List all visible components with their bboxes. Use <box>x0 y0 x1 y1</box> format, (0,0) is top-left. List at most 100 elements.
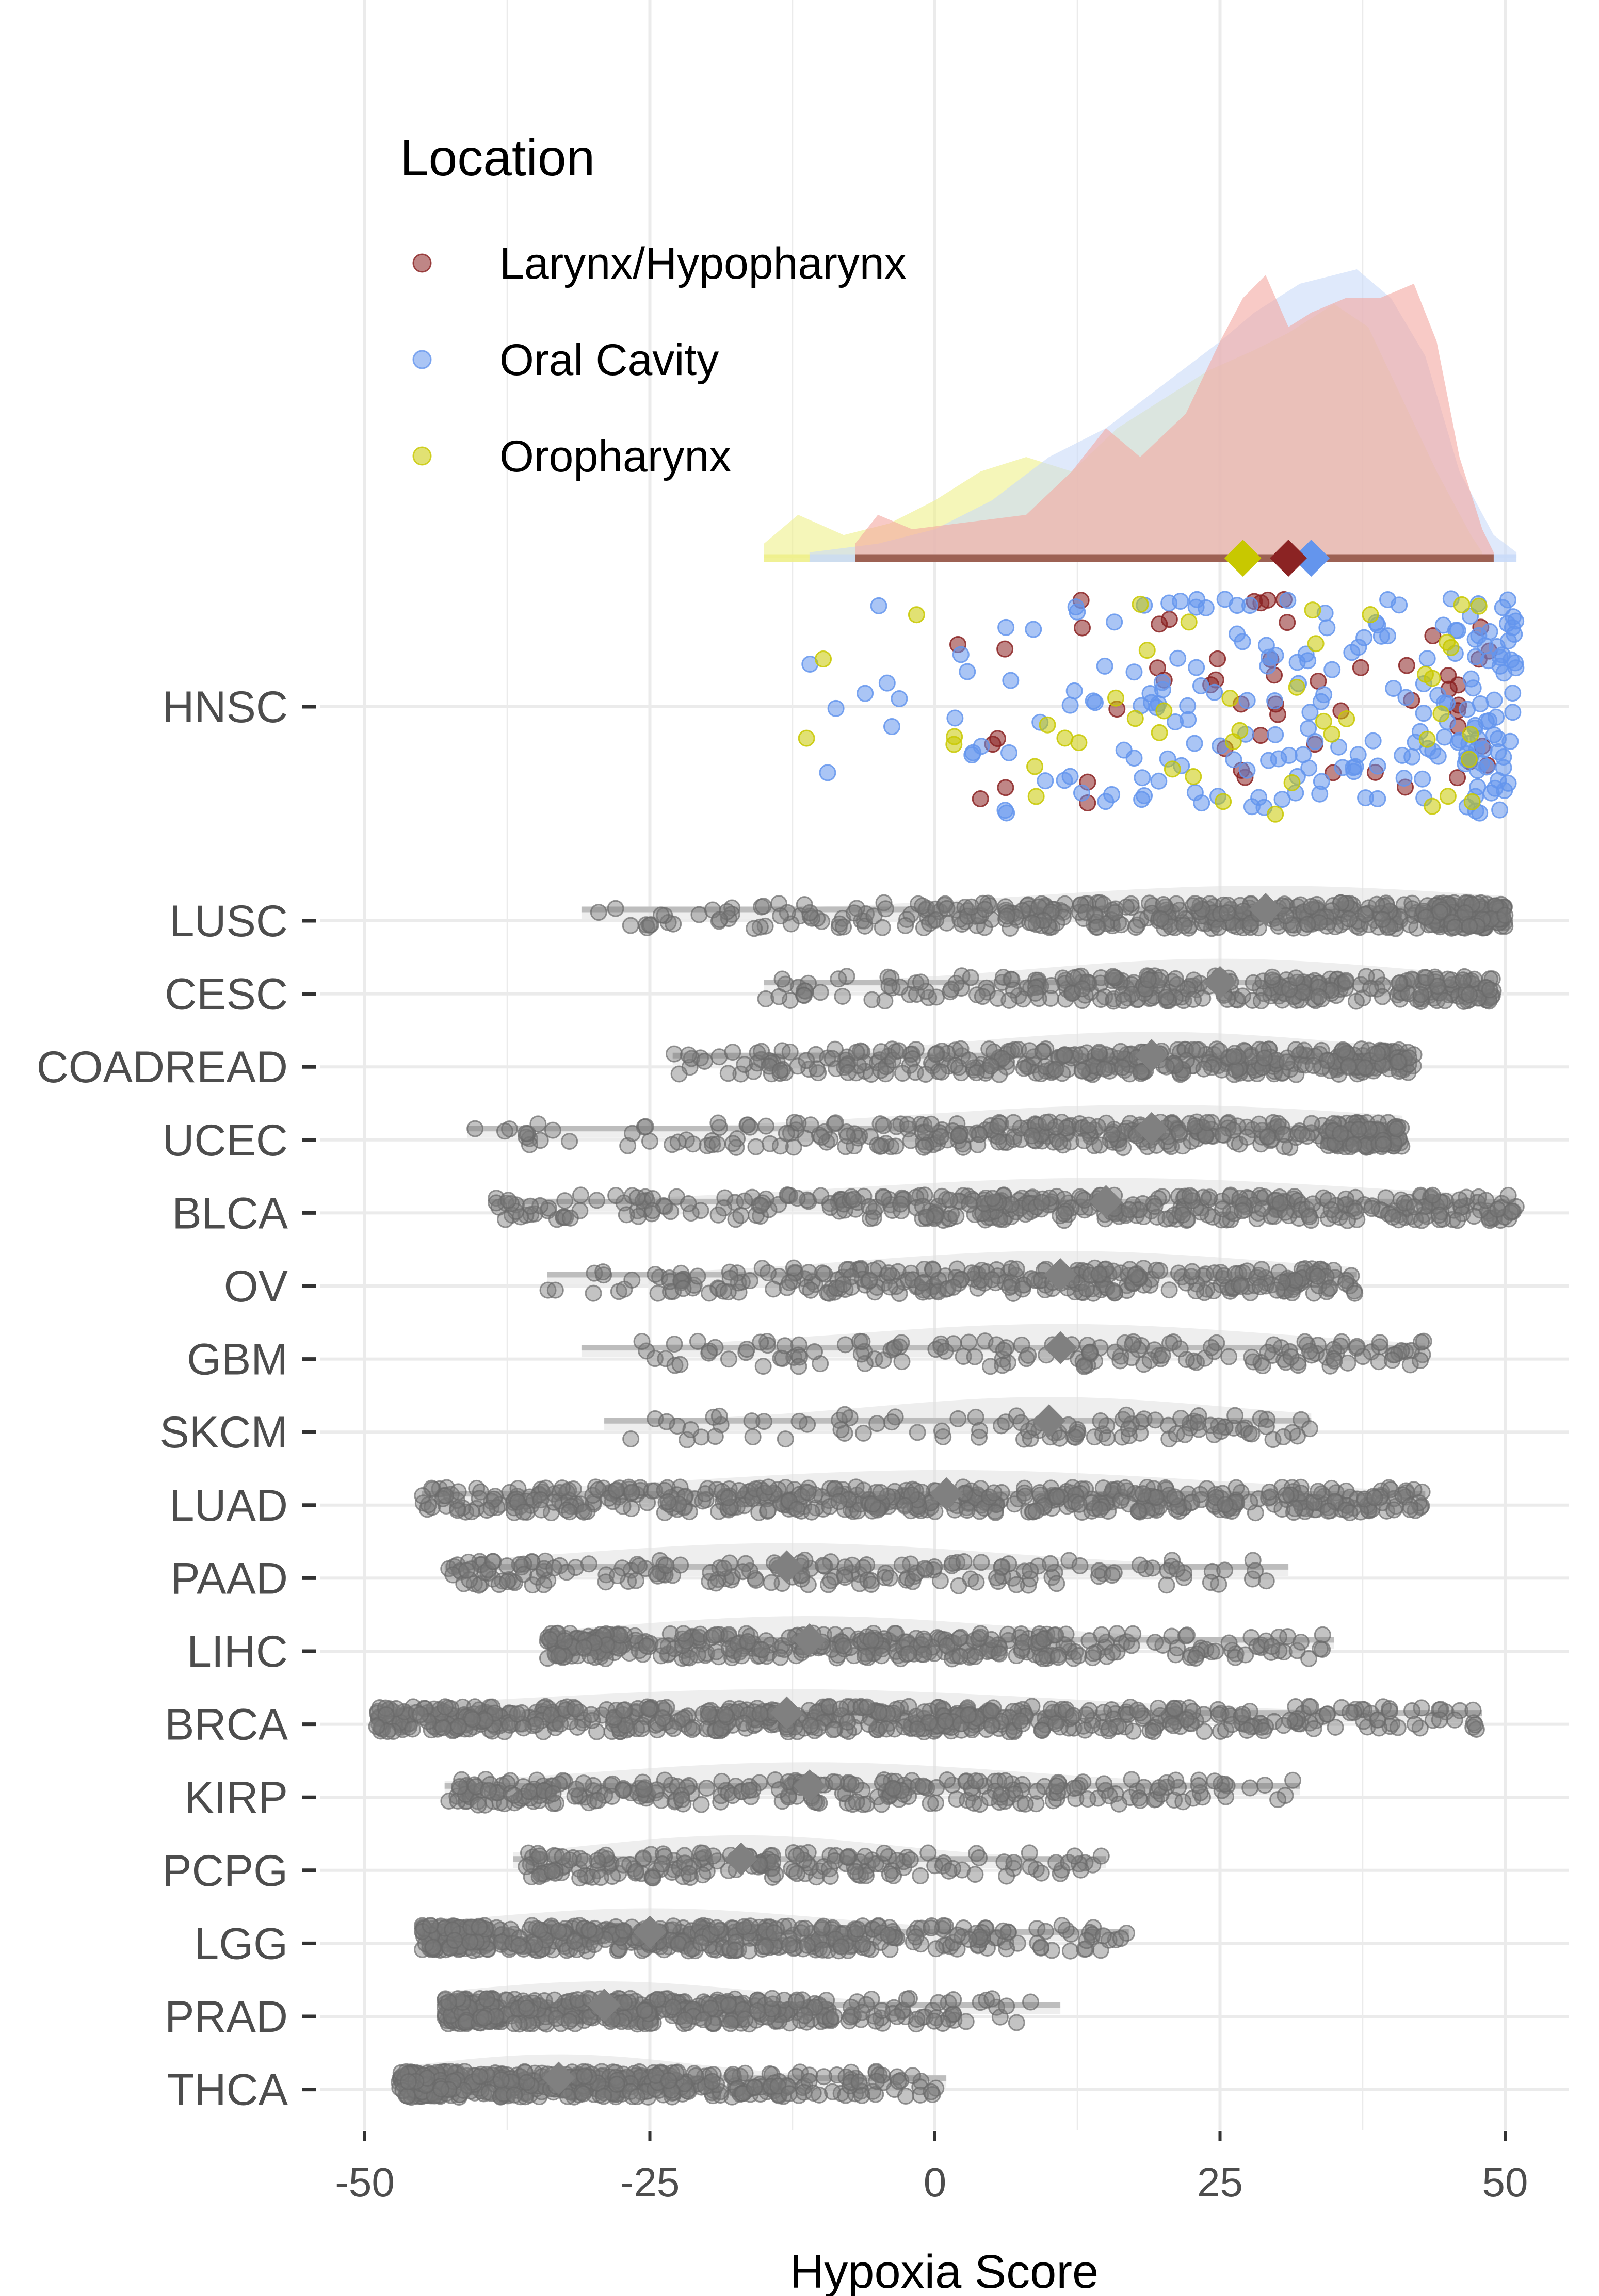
hnsc-point <box>1429 747 1447 765</box>
point-luad <box>788 1501 806 1518</box>
point-ov <box>616 1280 633 1298</box>
point-gbm <box>1111 1352 1129 1370</box>
point-luad <box>1134 1485 1152 1503</box>
point-brca <box>1406 1715 1424 1733</box>
hnsc-point <box>1449 769 1466 787</box>
point-lusc <box>772 907 789 925</box>
point-ov <box>785 1259 802 1277</box>
point-lusc <box>1496 907 1514 924</box>
point-ucec <box>496 1122 513 1140</box>
point-lihc <box>705 1627 723 1644</box>
point-paad <box>1131 1556 1149 1574</box>
point-lihc <box>834 1637 852 1655</box>
hnsc-point <box>1279 614 1296 631</box>
hnsc-point <box>1073 619 1091 637</box>
point-cesc <box>1043 976 1060 994</box>
hnsc-point <box>1424 797 1441 815</box>
point-ov <box>1346 1284 1364 1302</box>
point-kirp <box>1174 1793 1192 1811</box>
point-skcm <box>832 1421 850 1439</box>
point-paad <box>988 1569 1005 1587</box>
point-blca <box>628 1189 646 1207</box>
hnsc-point <box>1260 752 1278 769</box>
point-blca <box>984 1190 1002 1207</box>
point-kirp <box>652 1792 670 1809</box>
point-gbm <box>960 1333 978 1351</box>
point-lihc <box>873 1647 891 1665</box>
point-lusc <box>1077 904 1094 921</box>
point-pcpg <box>1022 1858 1039 1876</box>
point-paad <box>973 1554 990 1571</box>
point-gbm <box>1075 1358 1093 1375</box>
point-pcpg <box>554 1848 571 1865</box>
point-brca <box>514 1719 532 1737</box>
point-ov <box>802 1281 819 1299</box>
hnsc-point <box>1301 704 1319 721</box>
point-ucec <box>1350 1121 1367 1138</box>
point-pcpg <box>940 1862 958 1880</box>
point-paad <box>950 1577 967 1594</box>
point-kirp <box>967 1772 984 1790</box>
point-gbm <box>689 1332 706 1350</box>
point-gbm <box>752 1333 769 1351</box>
point-lihc <box>1085 1645 1102 1663</box>
hnsc-point <box>1462 670 1480 688</box>
point-pcpg <box>544 1863 561 1880</box>
point-lihc <box>1292 1633 1310 1651</box>
point-coadread <box>1287 1041 1305 1059</box>
point-lihc <box>638 1637 655 1655</box>
point-coadread <box>1113 1059 1131 1077</box>
point-coadread <box>771 1062 789 1079</box>
hnsc-point <box>1259 657 1277 675</box>
hnsc-point <box>1160 611 1178 628</box>
hnsc-point <box>857 685 874 702</box>
point-ucec <box>915 1138 932 1156</box>
point-kirp <box>1123 1771 1140 1788</box>
hnsc-point <box>1000 744 1018 761</box>
point-kirp <box>996 1772 1014 1789</box>
point-brca <box>1165 1717 1182 1734</box>
hnsc-point <box>1186 735 1203 752</box>
point-blca <box>1214 1200 1232 1218</box>
point-lihc <box>771 1649 789 1666</box>
point-cesc <box>863 991 881 1008</box>
hnsc-point <box>1106 613 1123 631</box>
point-ov <box>741 1272 758 1290</box>
point-paad <box>814 1557 832 1574</box>
hnsc-point <box>1485 691 1503 709</box>
hnsc-point <box>989 730 1006 747</box>
point-lusc <box>751 918 769 936</box>
point-coadread <box>1056 1046 1073 1064</box>
point-cesc <box>942 981 960 998</box>
point-gbm <box>1412 1333 1430 1351</box>
hnsc-point <box>1372 627 1390 645</box>
point-brca <box>450 1717 467 1735</box>
point-ucec <box>1238 1129 1256 1146</box>
point-lihc <box>541 1631 558 1648</box>
hnsc-point <box>1499 591 1516 609</box>
point-pcpg <box>1005 1854 1023 1871</box>
point-ov <box>585 1284 602 1302</box>
point-ov <box>800 1264 817 1281</box>
point-skcm <box>682 1421 700 1438</box>
point-luad <box>1385 1501 1403 1519</box>
point-cesc <box>1374 988 1391 1005</box>
point-coadread <box>665 1045 683 1063</box>
hnsc-point <box>1224 733 1242 751</box>
point-brca <box>1145 1723 1162 1740</box>
point-luad <box>515 1503 532 1521</box>
point-kirp <box>965 1794 982 1812</box>
point-pcpg <box>847 1863 864 1880</box>
point-paad <box>1103 1567 1121 1584</box>
point-kirp <box>589 1792 607 1809</box>
point-brca <box>1255 1722 1272 1739</box>
point-paad <box>916 1560 933 1577</box>
point-blca <box>1406 1198 1423 1215</box>
point-skcm <box>1092 1412 1109 1430</box>
point-lusc <box>1368 895 1385 913</box>
hnsc-point <box>1315 686 1333 704</box>
point-kirp <box>884 1780 902 1797</box>
point-blca <box>618 1206 635 1224</box>
hnsc-point <box>1403 748 1421 766</box>
point-kirp <box>1256 1777 1273 1794</box>
